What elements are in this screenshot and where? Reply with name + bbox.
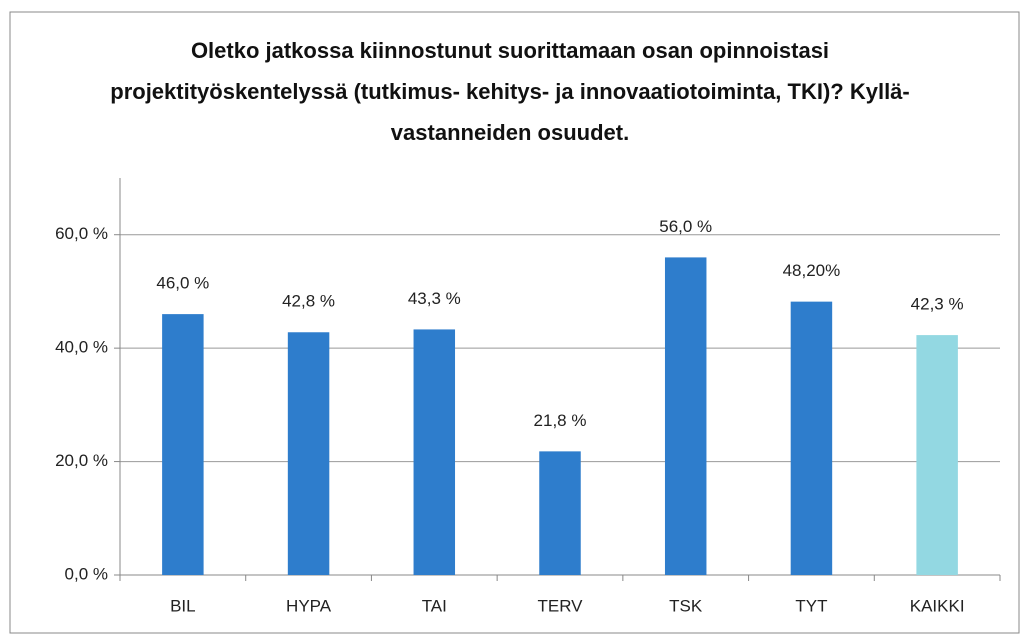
data-label: 48,20% xyxy=(783,261,841,280)
bar xyxy=(916,335,958,575)
bar xyxy=(162,314,204,575)
data-label: 42,8 % xyxy=(282,292,335,311)
data-label: 42,3 % xyxy=(911,295,964,314)
bar xyxy=(790,301,833,575)
bar xyxy=(287,332,330,575)
bar xyxy=(664,257,707,575)
data-label: 21,8 % xyxy=(534,411,587,430)
x-tick-label: TYT xyxy=(795,596,827,615)
data-label: 56,0 % xyxy=(659,217,712,236)
bar xyxy=(539,451,581,575)
x-tick-label: TAI xyxy=(422,596,447,615)
data-label: 43,3 % xyxy=(408,289,461,308)
x-tick-label: KAIKKI xyxy=(910,596,965,615)
data-label: 46,0 % xyxy=(156,274,209,293)
x-tick-label: TERV xyxy=(537,596,583,615)
title-box: Oletko jatkossa kiinnostunut suorittamaa… xyxy=(110,38,910,145)
y-tick-label: 0,0 % xyxy=(65,564,108,583)
bar xyxy=(413,329,456,575)
y-tick-label: 40,0 % xyxy=(55,338,108,357)
x-tick-label: TSK xyxy=(669,596,703,615)
chart-title: Oletko jatkossa kiinnostunut suorittamaa… xyxy=(110,38,910,145)
y-tick-label: 20,0 % xyxy=(55,451,108,470)
x-tick-label: BIL xyxy=(170,596,196,615)
x-tick-label: HYPA xyxy=(286,596,332,615)
y-tick-label: 60,0 % xyxy=(55,224,108,243)
